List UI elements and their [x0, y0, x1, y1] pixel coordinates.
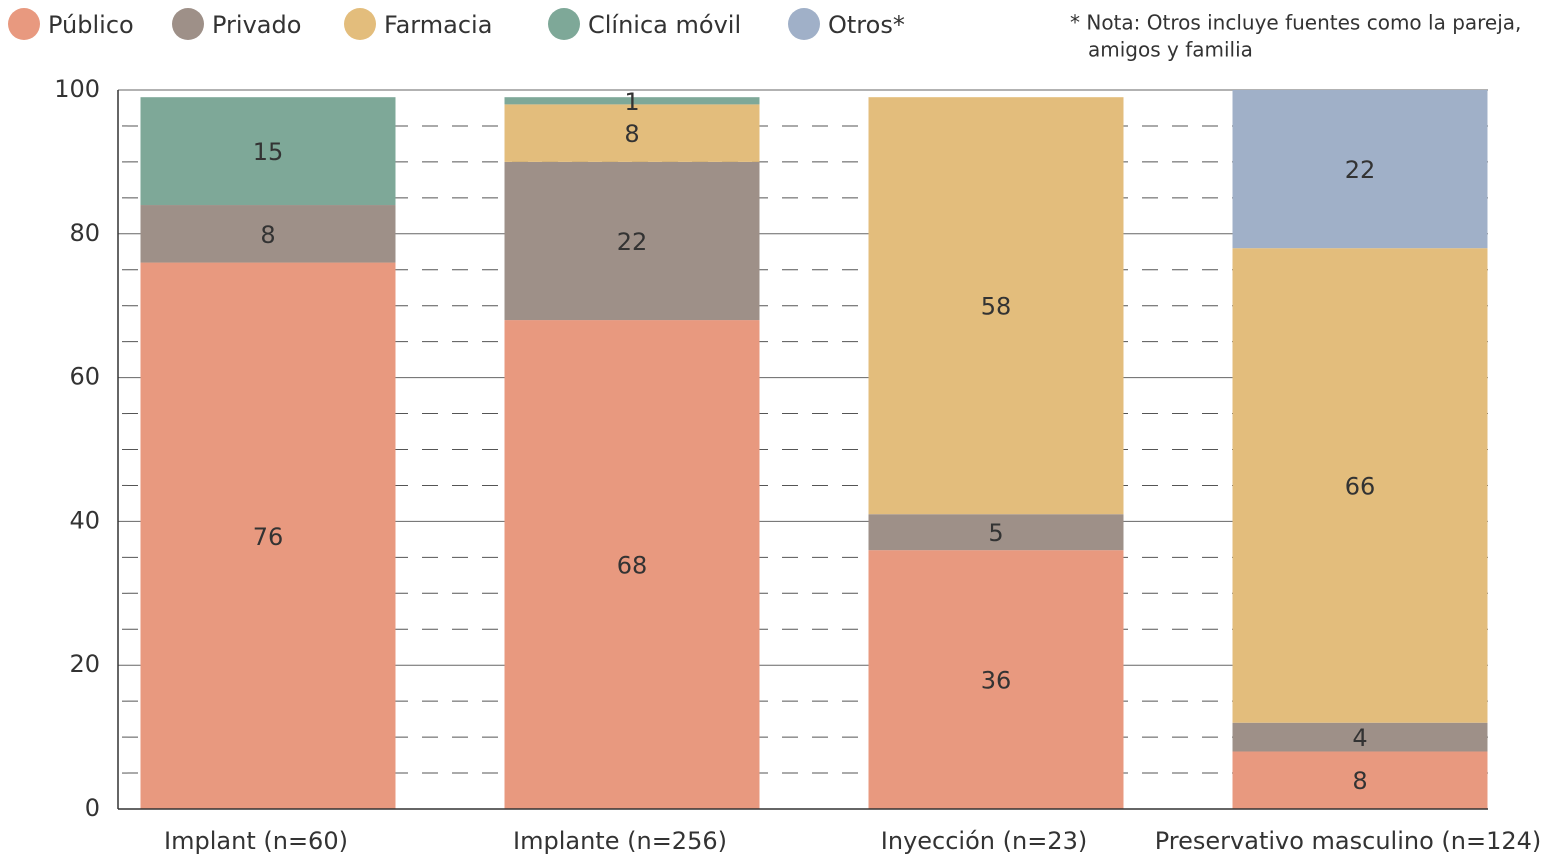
legend-swatch [8, 8, 40, 40]
data-label: 1 [624, 88, 639, 116]
bar-segment [1232, 722, 1488, 752]
data-label: 36 [981, 667, 1012, 695]
bar-segment [504, 97, 760, 105]
note: amigos y familia [1088, 38, 1253, 62]
bar-segment [504, 161, 760, 321]
legend-label: Farmacia [384, 11, 492, 39]
note: * Nota: Otros incluye fuentes como la pa… [1070, 11, 1521, 35]
y-tick-label: 0 [85, 794, 100, 822]
bar-segment [1232, 751, 1488, 809]
data-label: 15 [253, 138, 284, 166]
bar-segment [868, 514, 1124, 551]
legend-label: Privado [212, 11, 301, 39]
legend-swatch [548, 8, 580, 40]
y-tick-label: 60 [69, 363, 100, 391]
y-tick-label: 20 [69, 650, 100, 678]
x-tick-label: Inyección (n=23) [881, 827, 1087, 855]
bar-segment [868, 97, 1124, 515]
data-label: 76 [253, 523, 284, 551]
data-label: 8 [624, 120, 639, 148]
bar-segment [504, 320, 760, 809]
bar-segment [1232, 90, 1488, 249]
bar-segment [868, 550, 1124, 809]
x-tick-label: Preservativo masculino (n=124) [1155, 827, 1542, 855]
bar-segment [504, 104, 760, 162]
y-tick-label: 40 [69, 506, 100, 534]
legend-label: Otros* [828, 11, 905, 39]
bar-segment [140, 97, 396, 206]
data-label: 66 [1345, 472, 1376, 500]
x-tick-label: Implant (n=60) [164, 827, 348, 855]
legend-label: Público [48, 11, 134, 39]
data-label: 58 [981, 293, 1012, 321]
bar-segment [140, 205, 396, 263]
data-label: 22 [1345, 156, 1376, 184]
x-tick-label: Implante (n=256) [513, 827, 727, 855]
legend-label: Clínica móvil [588, 11, 741, 39]
data-label: 8 [260, 221, 275, 249]
legend-swatch [172, 8, 204, 40]
data-label: 22 [617, 228, 648, 256]
bar-segment [140, 262, 396, 809]
legend-swatch [344, 8, 376, 40]
bar-segment [1232, 248, 1488, 723]
legend-swatch [788, 8, 820, 40]
y-tick-label: 80 [69, 219, 100, 247]
y-tick-label: 100 [54, 75, 100, 103]
data-label: 8 [1352, 767, 1367, 795]
data-label: 4 [1352, 724, 1367, 752]
data-label: 5 [988, 519, 1003, 547]
data-label: 68 [617, 552, 648, 580]
